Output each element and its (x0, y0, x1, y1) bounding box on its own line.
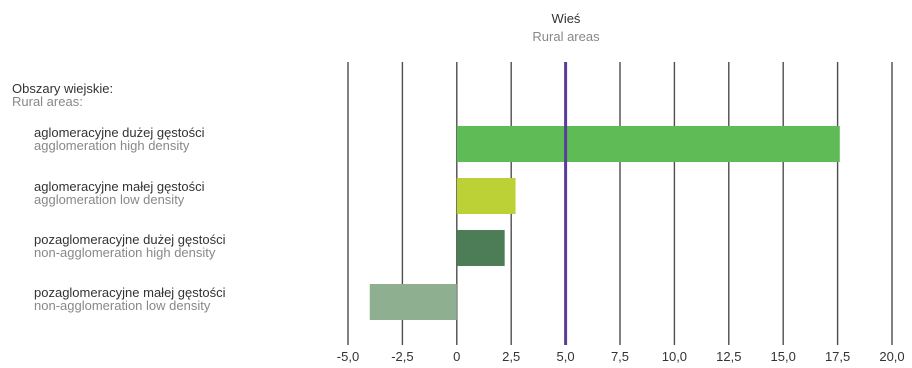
x-tick-label: -2,5 (391, 349, 413, 364)
bar (456, 230, 505, 266)
bar (456, 178, 516, 214)
category-label-en: agglomeration high density (34, 138, 190, 153)
group-label-en: Rural areas: (12, 94, 83, 109)
x-tick-label: 2,5 (502, 349, 520, 364)
x-tick-label: 15,0 (771, 349, 796, 364)
x-tick-label: 7,5 (611, 349, 629, 364)
category-label-en: non-agglomeration high density (34, 245, 216, 260)
group-label-pl: Obszary wiejskie: (12, 81, 114, 96)
x-tick-label: 12,5 (716, 349, 741, 364)
category-label-pl: aglomeracyjne małej gęstości (34, 179, 205, 194)
category-label-en: non-agglomeration low density (34, 298, 211, 313)
x-tick-label: -5,0 (337, 349, 359, 364)
x-tick-label: 5,0 (557, 349, 575, 364)
x-tick-label: 20,0 (879, 349, 904, 364)
x-tick-label: 10,0 (662, 349, 687, 364)
chart-subtitle: Rural areas (532, 29, 600, 44)
bar (369, 284, 457, 320)
bar (456, 126, 840, 162)
category-label-pl: pozaglomeracyjne małej gęstości (34, 285, 226, 300)
chart-title: Wieś (551, 11, 581, 26)
category-label-pl: pozaglomeracyjne dużej gęstości (34, 232, 226, 247)
category-label-pl: aglomeracyjne dużej gęstości (34, 125, 205, 140)
category-label-en: agglomeration low density (34, 192, 185, 207)
x-tick-label: 0 (453, 349, 460, 364)
x-tick-label: 17,5 (825, 349, 850, 364)
